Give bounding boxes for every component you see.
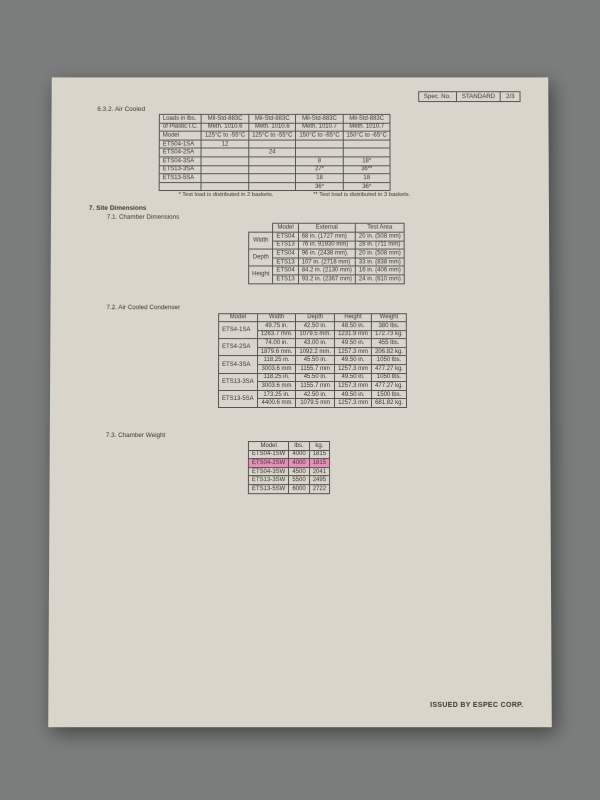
table-row: Modellbs.kg. xyxy=(248,442,329,451)
table-row: DepthETS0496 in. (2438 mm).20 in. (508 m… xyxy=(249,249,405,258)
section-73-title: 7.3. Chamber Weight xyxy=(106,432,522,439)
table-row: ETS04-3SA818* xyxy=(159,157,390,166)
table-row: Model 125°C to -55°C 125°C to -55°C 150°… xyxy=(159,131,390,139)
spec-number-box: Spec. No. STANDARD 2/3 xyxy=(418,91,521,102)
spec-value: STANDARD xyxy=(456,92,500,101)
table-row: ETS13-5SA173.25 in.42.50 in.49.50 in.150… xyxy=(219,390,407,399)
table-row: WidthETS0468 in. (1727 mm)20 in. (508 mm… xyxy=(249,232,405,241)
section-7-title: 7. Site Dimensions xyxy=(89,205,521,212)
chamber-weight-table: Modellbs.kg. ETS04-1SW40001815 ETS04-2SW… xyxy=(248,441,330,494)
section-632-title: 6.3.2. Air Cooled xyxy=(97,106,520,113)
table-row: ETS04-2SW40001815 xyxy=(248,459,329,468)
table-row: ETS4-2SA74.00 in.43.00 in.49.50 in.455 l… xyxy=(219,339,407,348)
table-row: ETS13-5SW60002722 xyxy=(248,485,329,494)
table-row: ETS1376 in. 91930 mm)28 in. (711 mm) xyxy=(249,241,405,250)
issuer-footer: ISSUED BY ESPEC CORP. xyxy=(430,702,523,709)
table-row: ETS13-3SA27*36** xyxy=(159,165,390,174)
section-71-title: 7.1. Chamber Dimensions xyxy=(107,214,521,221)
table-row: ETS04-2SA24 xyxy=(159,148,390,156)
section-72-title: 7.2. Air Cooled Condenser xyxy=(106,304,521,311)
spec-page: 2/3 xyxy=(500,92,520,101)
table-row: ETS13-3SA118.25 in.45.50 in.49.50 in.105… xyxy=(219,373,407,382)
table-row: ModelWidthDepthHeightWeight xyxy=(219,313,407,322)
table-row: of Plastic I.C. Meth. 1010.6 Meth. 1010.… xyxy=(159,123,390,131)
table-row: ETS13107 in. (2718 mm)33 in. (838 mm) xyxy=(249,258,405,267)
chamber-dimensions-table: ModelExternalTest Area WidthETS0468 in. … xyxy=(248,223,405,284)
air-cooled-loads-table: Loads in lbs. Mil-Std-883C Mil-Std-883C … xyxy=(159,114,391,191)
table-row: ETS04-1SW40001815 xyxy=(248,450,329,459)
table-row: ETS04-1SA12 xyxy=(159,140,390,148)
spec-sheet-page: Spec. No. STANDARD 2/3 6.3.2. Air Cooled… xyxy=(48,77,552,727)
table-row: Loads in lbs. Mil-Std-883C Mil-Std-883C … xyxy=(159,114,390,122)
table-row: HeightETS0484.2 in. (2130 mm)16 in. (406… xyxy=(249,266,405,275)
table-row: ETS04-3SW45002041 xyxy=(248,467,329,476)
footnote-1: * Test load is distributed in 2 baskets. xyxy=(179,192,274,198)
table-row: ETS13-3SW55002495 xyxy=(248,476,329,485)
table-row: 36*36* xyxy=(159,182,390,191)
table-row: ETS1393.2 in. (2367 mm)24 in. (610 mm) xyxy=(249,275,405,284)
footnote-2: ** Test load is distributed in 3 baskets… xyxy=(313,192,410,198)
table-row: ModelExternalTest Area xyxy=(249,224,404,233)
spec-label: Spec. No. xyxy=(419,92,456,101)
air-cooled-condenser-table: ModelWidthDepthHeightWeight ETS4-1SA49.7… xyxy=(218,313,407,408)
table-row: ETS4-3SA118.25 in.45.50 in.49.50 in.1050… xyxy=(219,356,407,365)
table-row: ETS4-1SA49.75 in.42.50 in.48.50 in.380 l… xyxy=(219,322,407,331)
table-row: ETS13-5SA1818 xyxy=(159,174,390,183)
